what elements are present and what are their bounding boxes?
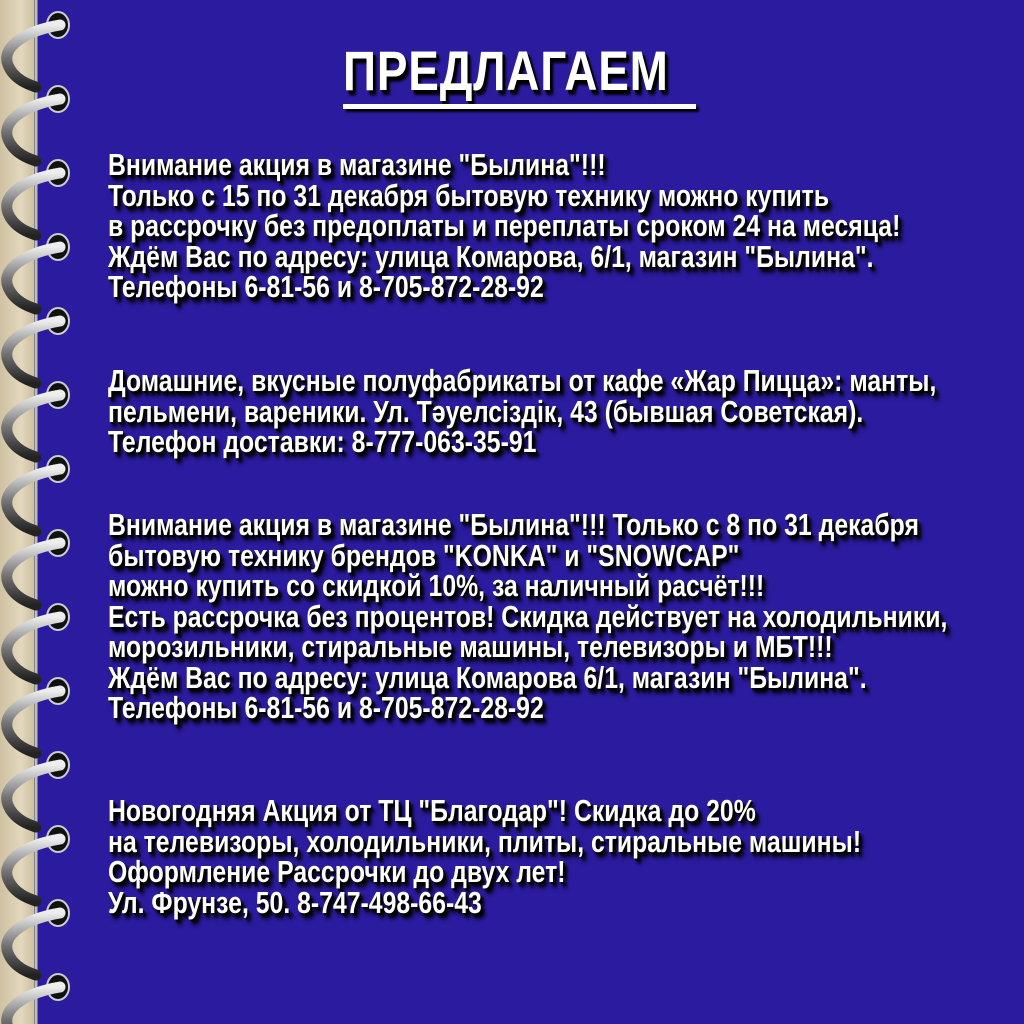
spiral-coil: [1, 759, 66, 833]
spiral-coil: [1, 389, 66, 463]
title-underline: [343, 104, 696, 109]
offer-line: пельмени, вареники. Ул. Тәуелсіздік, 43 …: [108, 393, 864, 429]
offer-line: Телефоны 6-81-56 и 8-705-872-28-92: [108, 269, 544, 304]
notebook-page-edge: [34, 0, 38, 1024]
offer-line: Внимание акция в магазине "Былина"!!! То…: [108, 507, 919, 542]
offer-line: на телевизоры, холодильники, плиты, стир…: [108, 823, 862, 859]
spiral-coil: [1, 833, 66, 907]
spiral-coil: [1, 241, 66, 315]
offer-line: Внимание акция в магазине "Былина"!!!: [108, 147, 606, 182]
offer-block-4: Новогодняя Акция от ТЦ "Благодар"! Скидк…: [108, 793, 862, 920]
spiral-coil: [1, 315, 66, 389]
offer-line: Телефон доставки: 8-777-063-35-91: [108, 424, 537, 459]
offer-block-1: Внимание акция в магазине "Былина"!!! То…: [108, 147, 901, 304]
offer-line: морозильники, стиральные машины, телевиз…: [108, 629, 833, 664]
spiral-binding-icon: [1, 11, 70, 1024]
offer-line: Ул. Фрунзе, 50. 8-747-498-66-43: [108, 884, 482, 920]
offer-line: Ждём Вас по адресу: улица Комарова 6/1, …: [108, 659, 867, 695]
page-title: ПРЕДЛАГАЕМ: [343, 39, 669, 102]
offer-line: можно купить со скидкой 10%, за наличный…: [108, 568, 765, 603]
spiral-coil: [1, 167, 66, 241]
spiral-coil: [1, 611, 66, 685]
offer-line: бытовую технику брендов "KONKA" и "SNOWC…: [108, 537, 740, 573]
spiral-coil: [1, 19, 66, 93]
offer-block-3: Внимание акция в магазине "Былина"!!! То…: [108, 507, 948, 725]
spiral-coil: [1, 685, 66, 759]
offer-line: Оформление Рассрочки до двух лет!: [108, 854, 566, 889]
spiral-coil: [1, 907, 66, 981]
offer-line: в рассрочку без предоплаты и переплаты с…: [108, 208, 901, 243]
spiral-coil: [1, 93, 66, 167]
offer-line: Только с 15 по 31 декабря бытовую техник…: [108, 177, 830, 213]
spiral-coil: [1, 537, 66, 611]
offer-line: Телефоны 6-81-56 и 8-705-872-28-92: [108, 690, 544, 725]
offer-block-2: Домашние, вкусные полуфабрикаты от кафе …: [108, 363, 937, 459]
spiral-coil: [1, 981, 66, 1024]
offer-line: Домашние, вкусные полуфабрикаты от кафе …: [108, 363, 937, 398]
offer-line: Новогодняя Акция от ТЦ "Благодар"! Скидк…: [108, 793, 756, 828]
offer-line: Ждём Вас по адресу: улица Комарова, 6/1,…: [108, 238, 874, 274]
offer-line: Есть рассрочка без процентов! Скидка дей…: [108, 598, 948, 634]
spiral-coil: [1, 463, 66, 537]
